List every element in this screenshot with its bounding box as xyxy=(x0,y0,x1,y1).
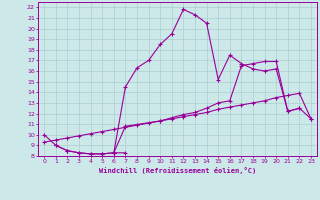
X-axis label: Windchill (Refroidissement éolien,°C): Windchill (Refroidissement éolien,°C) xyxy=(99,167,256,174)
